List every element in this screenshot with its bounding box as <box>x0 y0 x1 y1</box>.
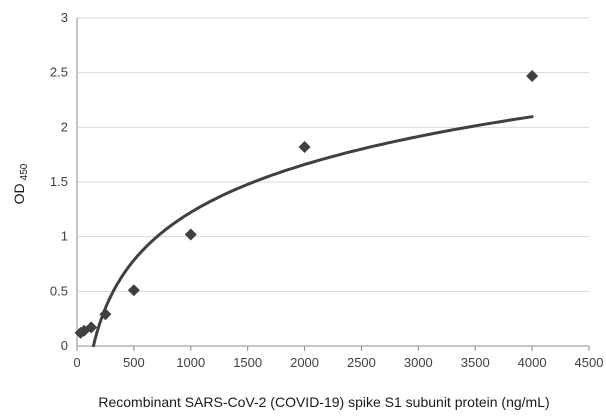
y-tick-label: 2.5 <box>50 65 68 80</box>
axes <box>76 18 590 351</box>
data-point <box>526 69 539 82</box>
data-point <box>99 308 112 321</box>
x-tick-label: 500 <box>123 355 145 370</box>
y-tick-label: 3 <box>61 10 68 25</box>
x-tick-label: 1000 <box>176 355 205 370</box>
y-axis-title: OD450 <box>11 163 30 204</box>
x-tick-label: 3000 <box>404 355 433 370</box>
y-tick-label: 0.5 <box>50 283 68 298</box>
trendline <box>92 115 534 348</box>
x-tick-label: 2500 <box>347 355 376 370</box>
data-point <box>298 141 311 154</box>
x-axis-title: Recombinant SARS-CoV-2 (COVID-19) spike … <box>98 394 549 410</box>
data-point <box>85 321 98 334</box>
x-tick-label: 2000 <box>290 355 319 370</box>
x-tick-label: 4000 <box>518 355 547 370</box>
x-tick-label: 3500 <box>461 355 490 370</box>
y-tick-label: 1 <box>61 229 68 244</box>
gridlines <box>77 17 589 292</box>
x-tick-labels: 0 500 1000 1500 2000 2500 3000 3500 4000 4500 <box>73 355 603 370</box>
x-tick-label: 1500 <box>233 355 262 370</box>
x-tick-label: 0 <box>73 355 80 370</box>
y-tick-label: 1.5 <box>50 174 68 189</box>
data-points <box>74 69 539 339</box>
y-tick-label: 2 <box>61 119 68 134</box>
x-tick-label: 4500 <box>575 355 604 370</box>
data-point <box>127 284 140 297</box>
y-tick-labels: 0 0.5 1 1.5 2 2.5 3 <box>50 10 68 353</box>
data-point <box>184 228 197 241</box>
y-tick-label: 0 <box>61 338 68 353</box>
trendline-curve <box>92 115 534 348</box>
